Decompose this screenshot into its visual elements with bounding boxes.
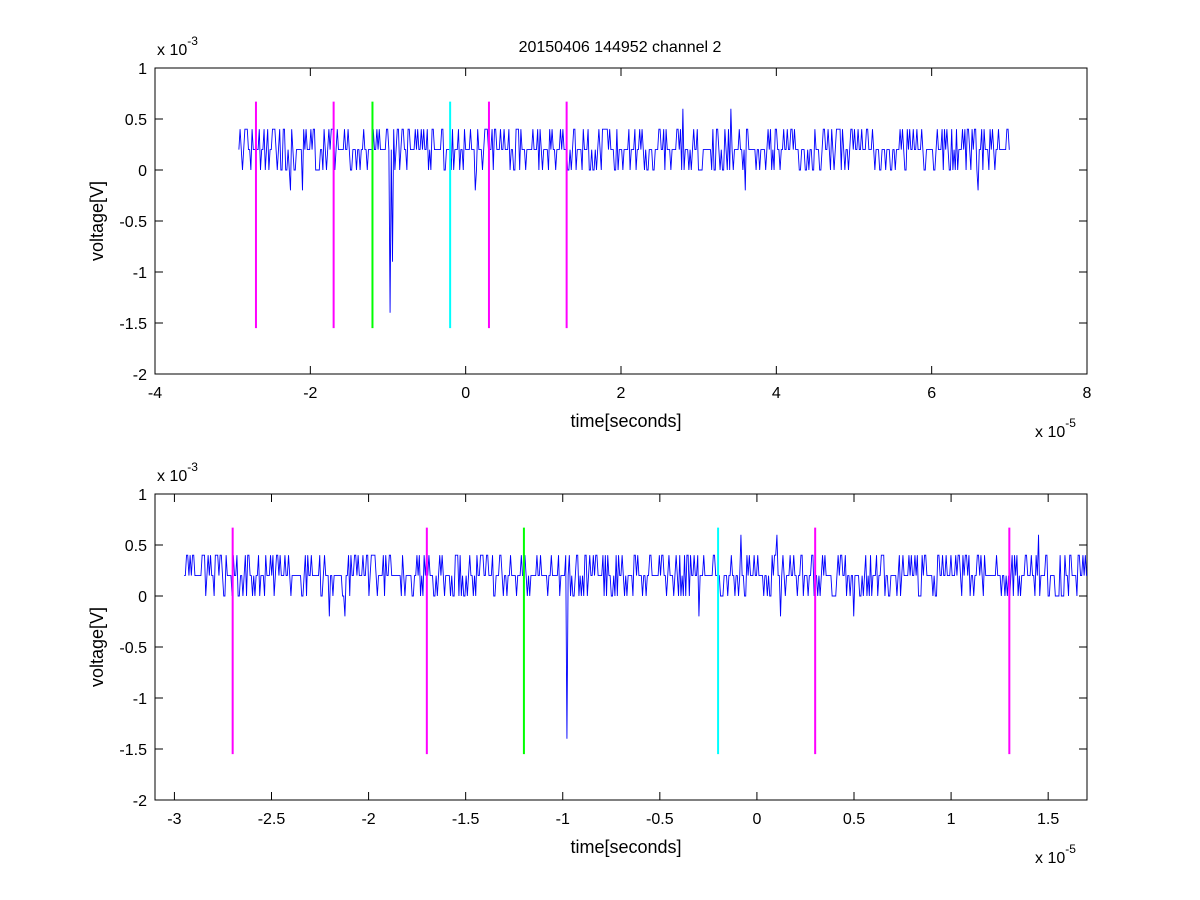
y-tick-label: -1 bbox=[133, 265, 147, 282]
y-exponent-power: -3 bbox=[187, 460, 198, 474]
y-tick-label: 1 bbox=[138, 487, 147, 504]
y-axis-label: voltage[V] bbox=[87, 607, 107, 687]
axes-box bbox=[154, 493, 1088, 801]
y-tick-label: -0.5 bbox=[119, 214, 147, 231]
y-tick-label: 0.5 bbox=[125, 112, 147, 129]
x-tick-label: -4 bbox=[148, 385, 162, 402]
y-tick-label: 0.5 bbox=[125, 538, 147, 555]
x-tick-label: -2 bbox=[361, 811, 375, 828]
x-exponent-label: x 10-5 bbox=[1035, 416, 1076, 441]
x-tick-label: 4 bbox=[772, 385, 781, 402]
y-tick-label: 0 bbox=[138, 163, 147, 180]
y-exponent-label: x 10-3 bbox=[157, 460, 198, 485]
y-tick-label: -2 bbox=[133, 793, 147, 810]
plot-bottom: -3 -2.5 -2 -1.5 -1 -0.5 0 0.5 1 1.5 -2 -1.5 -1 -0.5 0 0… bbox=[87, 460, 1088, 867]
x-tick-label: -0.5 bbox=[646, 811, 674, 828]
signal-trace-line bbox=[184, 534, 1087, 739]
plot-top: -4 -2 0 2 4 6 8-2-1.5-1-0.500.51time[seconds]v… bbox=[87, 34, 1092, 441]
x-axis-label: time[seconds] bbox=[570, 837, 681, 857]
x-tick-label: 1 bbox=[947, 811, 956, 828]
axes-box bbox=[154, 67, 1088, 375]
x-tick-label: 1.5 bbox=[1037, 811, 1059, 828]
y-tick-label: -0.5 bbox=[119, 640, 147, 657]
signal-trace-line bbox=[238, 108, 1010, 313]
chart-title: 20150406 144952 channel 2 bbox=[519, 39, 722, 56]
x-tick-label: 8 bbox=[1083, 385, 1092, 402]
y-tick-label: 0 bbox=[138, 589, 147, 606]
x-tick-label: 2 bbox=[617, 385, 626, 402]
x-exponent-label: x 10-5 bbox=[1035, 842, 1076, 867]
x-tick-label: -1 bbox=[556, 811, 570, 828]
x-exponent-base: x 10 bbox=[1035, 850, 1065, 867]
y-exponent-base: x 10 bbox=[157, 468, 187, 485]
x-exponent-power: -5 bbox=[1065, 416, 1076, 430]
y-exponent-base: x 10 bbox=[157, 42, 187, 59]
y-tick-label: 1 bbox=[138, 61, 147, 78]
x-exponent-base: x 10 bbox=[1035, 424, 1065, 441]
x-tick-label: -2.5 bbox=[258, 811, 286, 828]
y-tick-label: -1.5 bbox=[119, 742, 147, 759]
x-tick-label: 6 bbox=[927, 385, 936, 402]
y-exponent-power: -3 bbox=[187, 34, 198, 48]
x-tick-label: 0 bbox=[461, 385, 470, 402]
y-axis-label: voltage[V] bbox=[87, 181, 107, 261]
x-tick-label: 0 bbox=[752, 811, 761, 828]
x-tick-label: -2 bbox=[303, 385, 317, 402]
x-tick-label: -3 bbox=[167, 811, 181, 828]
x-tick-label: 0.5 bbox=[843, 811, 865, 828]
x-axis-label: time[seconds] bbox=[570, 411, 681, 431]
x-exponent-power: -5 bbox=[1065, 842, 1076, 856]
y-tick-label: -1.5 bbox=[119, 316, 147, 333]
y-tick-label: -1 bbox=[133, 691, 147, 708]
x-tick-label: -1.5 bbox=[452, 811, 480, 828]
y-tick-label: -2 bbox=[133, 367, 147, 384]
y-exponent-label: x 10-3 bbox=[157, 34, 198, 59]
